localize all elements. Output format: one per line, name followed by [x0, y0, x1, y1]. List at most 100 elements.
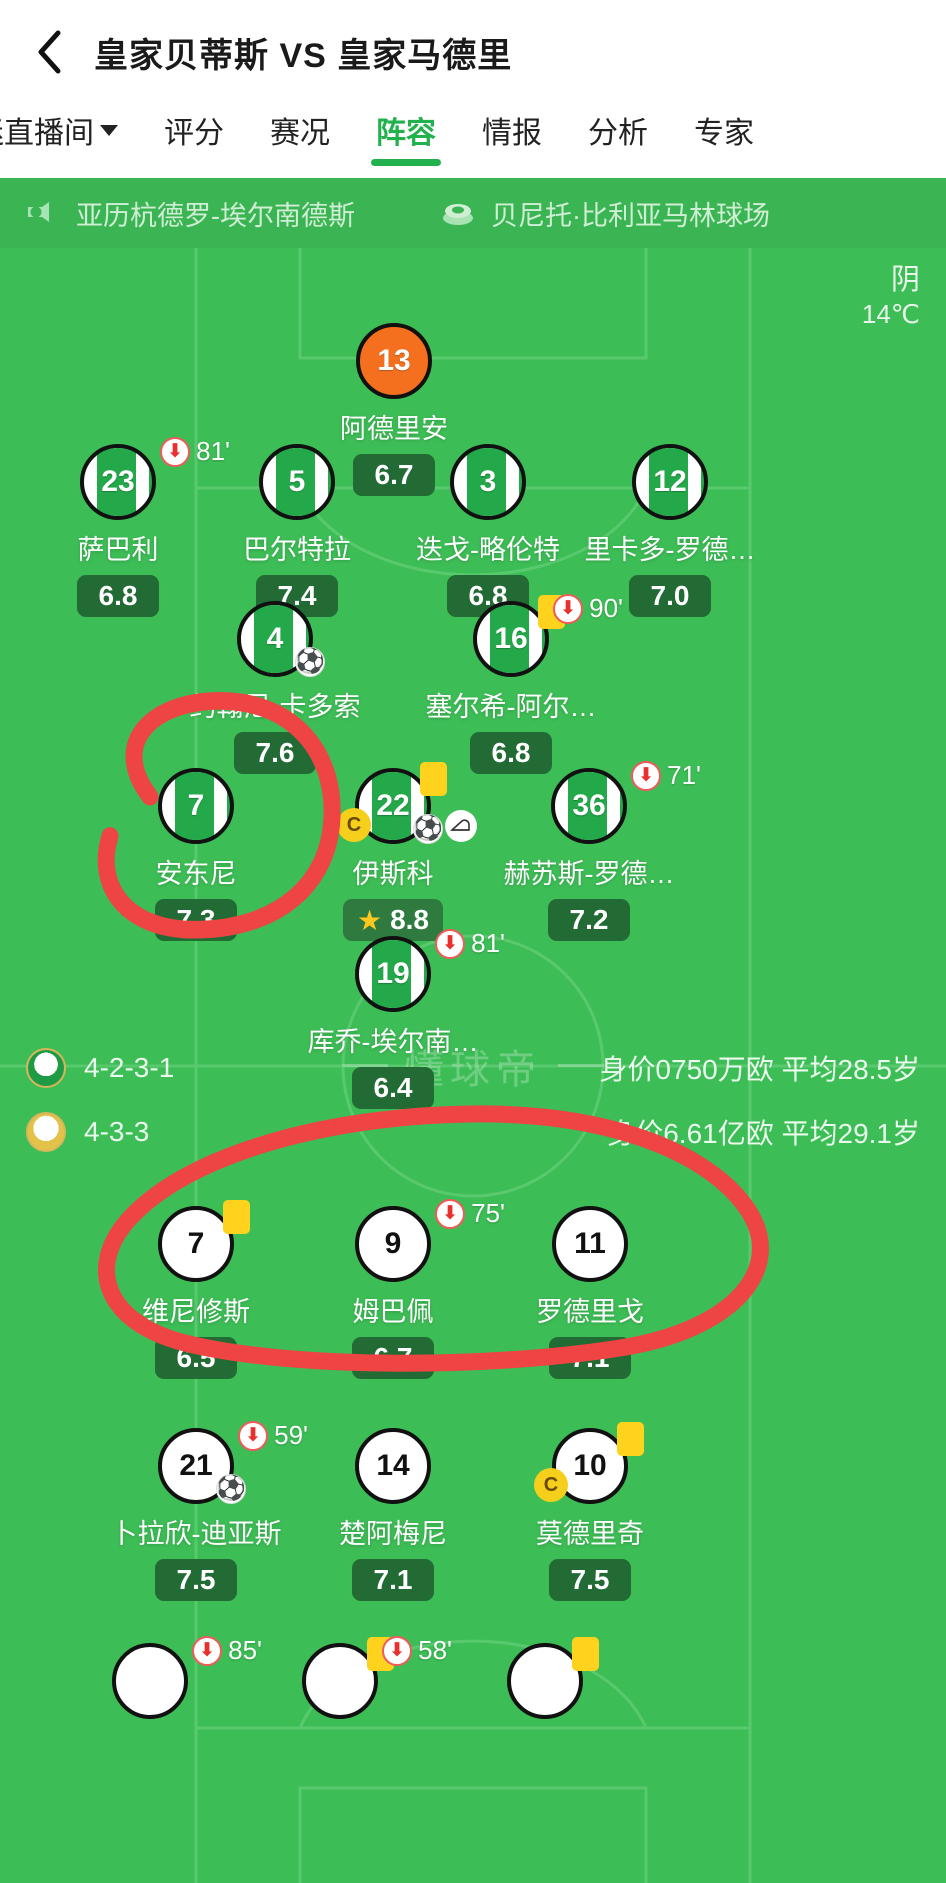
player-shirt-wrap[interactable]: 11 — [552, 1206, 628, 1282]
player-shirt[interactable]: 22 — [355, 768, 431, 844]
player-name: 里卡多-罗德… — [584, 535, 756, 565]
player-shirt[interactable]: 16 — [473, 601, 549, 677]
player-number: 21 — [179, 1449, 213, 1482]
player-shirt-wrap[interactable]: 12 — [632, 444, 708, 520]
player-card[interactable]: 16 ⬇ 90' 塞尔希-阿尔… 6.8 — [406, 593, 623, 774]
player-shirt[interactable]: 11 — [552, 1206, 628, 1282]
tab-label: 专家 — [694, 117, 754, 150]
player-name: 萨巴利 — [77, 535, 159, 565]
player-card[interactable]: 5 巴尔特拉 7.4 — [192, 444, 402, 617]
player-name: 库乔-埃尔南… — [307, 1027, 479, 1057]
player-name: 阿德里安 — [340, 414, 448, 444]
chevron-down-icon — [100, 124, 118, 136]
watermark-dash-right — [558, 1064, 604, 1067]
player-name: 楚阿梅尼 — [339, 1519, 447, 1549]
player-rating-value: 8.8 — [390, 904, 430, 935]
player-card[interactable]: ⬇ 85' — [45, 1635, 262, 1719]
yellow-card-icon — [420, 762, 447, 796]
player-card[interactable]: 7 维尼修斯 6.5 — [91, 1200, 301, 1379]
player-rating-value: 6.7 — [374, 459, 414, 490]
player-rating-value: 7.3 — [176, 904, 216, 935]
tab-info[interactable]: 情报 — [482, 104, 542, 166]
player-card[interactable]: 23 ⬇ 81' 萨巴利 6.8 — [13, 436, 230, 617]
player-number: 7 — [187, 789, 205, 822]
player-card[interactable]: 11 罗德里戈 7.1 — [485, 1206, 695, 1379]
player-shirt-wrap[interactable]: ⬇ 58' — [302, 1635, 452, 1719]
player-shirt[interactable]: 5 — [259, 444, 335, 520]
player-shirt-wrap[interactable]: 22 C ⚽ — [337, 762, 477, 844]
captain-badge: C — [337, 808, 371, 842]
player-card[interactable]: 7 安东尼 7.3 — [91, 768, 301, 941]
player-shirt-wrap[interactable]: 7 — [158, 1200, 250, 1282]
player-shirt-wrap[interactable]: 36 ⬇ 71' — [551, 760, 701, 844]
tab-label: 迷直播间 — [0, 117, 94, 150]
tab-analysis[interactable]: 分析 — [588, 104, 648, 166]
player-rating-value: 7.1 — [373, 1564, 413, 1595]
player-card[interactable]: 3 迭戈-略伦特 6.8 — [383, 444, 593, 617]
player-shirt-wrap[interactable] — [507, 1637, 599, 1719]
player-card[interactable]: 4 ⚽ 约翰尼-卡多索 7.6 — [170, 601, 380, 774]
player-rating-value: 6.8 — [491, 737, 531, 768]
player-shirt-wrap[interactable]: 4 ⚽ — [237, 601, 325, 677]
tab-live-room[interactable]: 迷直播间 — [0, 104, 118, 166]
player-shirt[interactable]: 14 — [355, 1428, 431, 1504]
captain-badge: C — [534, 1468, 568, 1502]
player-shirt-wrap[interactable]: 19 ⬇ 81' — [355, 928, 505, 1012]
player-shirt-wrap[interactable]: 3 — [450, 444, 526, 520]
substitution-off-icon: ⬇ 71' — [631, 760, 701, 791]
page-title: 皇家贝蒂斯 VS 皇家马德里 — [94, 36, 513, 75]
player-card[interactable]: 19 ⬇ 81' 库乔-埃尔南… 6.4 — [288, 928, 505, 1109]
player-shirt[interactable]: 19 — [355, 936, 431, 1012]
player-shirt[interactable] — [302, 1643, 378, 1719]
player-card[interactable]: ⬇ 58' — [235, 1635, 452, 1719]
player-card[interactable]: 36 ⬇ 71' 赫苏斯-罗德… 7.2 — [484, 760, 701, 941]
player-card[interactable]: 21 ⚽ ⬇ 59' 卜拉欣-迪亚斯 7.5 — [91, 1420, 308, 1601]
weather-temperature: 14℃ — [861, 299, 920, 330]
player-card[interactable] — [440, 1637, 650, 1719]
player-rating: 6.4 — [352, 1067, 434, 1109]
home-formation: 4-2-3-1 — [84, 1052, 175, 1083]
player-shirt[interactable]: 36 — [551, 768, 627, 844]
player-shirt[interactable]: 7 — [158, 768, 234, 844]
player-shirt-wrap[interactable]: 7 — [158, 768, 234, 844]
player-name: 姆巴佩 — [352, 1297, 434, 1327]
player-card[interactable]: 14 楚阿梅尼 7.1 — [288, 1428, 498, 1601]
player-card[interactable]: 22 C ⚽ 伊斯科 ★ 8.8 — [288, 762, 498, 941]
player-shirt-wrap[interactable]: 16 ⬇ 90' — [473, 593, 623, 677]
chevron-left-icon[interactable] — [26, 29, 72, 75]
player-shirt[interactable]: 3 — [450, 444, 526, 520]
player-shirt[interactable]: 9 — [355, 1206, 431, 1282]
player-shirt-wrap[interactable]: 21 ⚽ ⬇ 59' — [158, 1420, 308, 1504]
player-card[interactable]: 12 里卡多-罗德… 7.0 — [565, 444, 775, 617]
player-shirt-wrap[interactable]: 9 ⬇ 75' — [355, 1198, 505, 1282]
player-rating: 7.2 — [548, 899, 630, 941]
tab-lineup[interactable]: 阵容 — [371, 104, 441, 166]
substitution-minute: 71' — [667, 760, 701, 790]
substitution-minute: 90' — [589, 593, 623, 623]
player-shirt-wrap[interactable]: ⬇ 85' — [112, 1635, 262, 1719]
player-shirt[interactable] — [507, 1643, 583, 1719]
player-card[interactable]: 13 阿德里安 6.7 — [289, 323, 499, 496]
substitution-minute: 81' — [471, 928, 505, 958]
tab-match[interactable]: 赛况 — [270, 104, 330, 166]
player-shirt[interactable]: 12 — [632, 444, 708, 520]
player-shirt[interactable]: 21 — [158, 1428, 234, 1504]
player-rating-value: 7.5 — [570, 1564, 610, 1595]
player-card[interactable]: 9 ⬇ 75' 姆巴佩 6.7 — [288, 1198, 505, 1379]
player-shirt[interactable] — [112, 1643, 188, 1719]
player-shirt-wrap[interactable]: 13 — [356, 323, 432, 399]
player-shirt[interactable]: 23 — [80, 444, 156, 520]
player-rating-value: 6.7 — [373, 1342, 413, 1373]
mvp-star-icon: ★ — [356, 904, 383, 936]
player-shirt[interactable]: 13 — [356, 323, 432, 399]
player-shirt-wrap[interactable]: 5 — [259, 444, 335, 520]
player-shirt-wrap[interactable]: 14 — [355, 1428, 431, 1504]
tab-expert[interactable]: 专家 — [694, 104, 754, 166]
player-rating-value: 6.8 — [98, 580, 138, 611]
player-shirt-wrap[interactable]: 23 ⬇ 81' — [80, 436, 230, 520]
player-shirt-wrap[interactable]: 10 C — [534, 1422, 644, 1504]
player-card[interactable]: 10 C 莫德里奇 7.5 — [485, 1422, 695, 1601]
player-name: 卜拉欣-迪亚斯 — [110, 1519, 282, 1549]
tab-rating[interactable]: 评分 — [164, 104, 224, 166]
